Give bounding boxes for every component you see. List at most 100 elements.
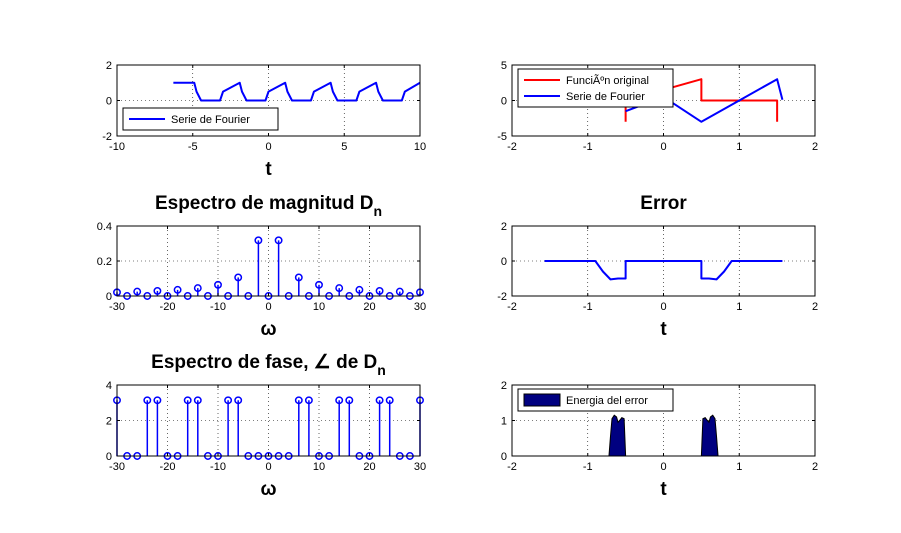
x-tick-label: 20: [363, 301, 375, 313]
x-tick-label: 10: [313, 461, 325, 473]
y-tick-label: 0.2: [97, 256, 112, 268]
x-tick-label: -10: [210, 461, 226, 473]
stem-marker: [224, 396, 233, 405]
stem-marker: [254, 236, 263, 245]
legend-box: [122, 107, 279, 131]
y-tick-label: -2: [497, 291, 507, 303]
x-tick-label: 0: [660, 301, 666, 313]
x-tick-label: -2: [507, 461, 517, 473]
x-tick-label: 30: [414, 461, 426, 473]
legend-swatch: [523, 393, 561, 407]
y-tick-label: -5: [497, 131, 507, 143]
stem-marker: [133, 287, 142, 296]
x-tick-label: -20: [160, 461, 176, 473]
stem-marker: [375, 286, 384, 295]
y-tick-label: 0: [501, 96, 507, 108]
y-tick-label: 2: [106, 416, 112, 428]
x-tick-label: 10: [313, 301, 325, 313]
panel-p4: -2 -1 0 1 2 -2 0 2 t Error: [497, 193, 818, 340]
x-tick-label: -1: [583, 141, 593, 153]
stem-marker: [385, 396, 394, 405]
x-tick-label: -1: [583, 461, 593, 473]
stem-marker: [294, 396, 303, 405]
y-tick-label: 0.4: [97, 221, 112, 233]
y-tick-label: -2: [102, 131, 112, 143]
y-tick-label: 5: [501, 60, 507, 72]
chart-title: Espectro de fase, ∠ de Dn: [151, 352, 386, 378]
legend: Serie de Fourier: [122, 107, 279, 131]
legend: FunciÃºn original Serie de Fourier: [517, 68, 674, 108]
stem-marker: [274, 236, 283, 245]
stem-marker: [395, 287, 404, 296]
x-tick-label: -2: [507, 141, 517, 153]
x-tick-label: -20: [160, 301, 176, 313]
x-axis-label: t: [265, 159, 272, 180]
stem-marker: [193, 284, 202, 293]
legend-label: FunciÃºn original: [566, 74, 649, 87]
legend-label: Serie de Fourier: [566, 91, 645, 103]
stem-marker: [214, 280, 222, 289]
stem-marker: [304, 396, 313, 405]
x-tick-label: 5: [341, 141, 347, 153]
x-tick-label: -2: [507, 301, 517, 313]
y-tick-label: 0: [501, 451, 507, 463]
stem-marker: [153, 396, 162, 405]
panel-p5: -30 -20 -10 0 10 20 30 0 2 4 ω Espectro de fase, ∠ …: [106, 352, 426, 500]
stem-marker: [234, 396, 243, 405]
x-tick-label: 2: [812, 301, 818, 313]
legend-label: Energia del error: [566, 395, 648, 407]
x-tick-label: -10: [210, 301, 226, 313]
y-tick-label: 1: [501, 416, 507, 428]
x-axis-label: ω: [260, 319, 276, 340]
stem-marker: [234, 273, 243, 282]
y-tick-label: 0: [106, 451, 112, 463]
x-tick-label: 20: [363, 461, 375, 473]
x-tick-label: 1: [736, 461, 742, 473]
y-tick-label: 2: [106, 60, 112, 72]
stem-marker: [193, 396, 202, 405]
x-tick-label: 0: [265, 301, 271, 313]
x-tick-label: -5: [188, 141, 198, 153]
y-tick-label: 4: [106, 380, 112, 392]
x-tick-label: -1: [583, 301, 593, 313]
y-tick-label: 0: [106, 291, 112, 303]
plot-area: [117, 226, 420, 296]
y-tick-label: 0: [106, 96, 112, 108]
series-line: [173, 81, 421, 102]
x-tick-label: 10: [414, 141, 426, 153]
stem-marker: [345, 396, 354, 405]
x-axis-label: t: [660, 479, 667, 500]
x-tick-label: -30: [109, 461, 125, 473]
legend: Energia del error: [517, 388, 674, 412]
stem-marker: [294, 273, 303, 282]
stem-marker: [183, 396, 192, 405]
x-tick-label: 2: [812, 141, 818, 153]
chart-title: Error: [640, 193, 687, 214]
x-tick-label: 0: [660, 461, 666, 473]
panel-p6: -2 -1 0 1 2 0 1 2 t Energia del error: [501, 380, 818, 500]
stem-marker: [375, 396, 384, 405]
y-tick-label: 2: [501, 221, 507, 233]
y-tick-label: 0: [501, 256, 507, 268]
x-tick-label: 0: [265, 461, 271, 473]
stem-marker: [173, 285, 182, 294]
stem-marker: [143, 396, 152, 405]
stem-marker: [335, 396, 344, 405]
legend-label: Serie de Fourier: [171, 114, 250, 126]
x-axis-label: t: [660, 319, 667, 340]
chart-title: Espectro de magnitud Dn: [155, 193, 382, 219]
stem-marker: [315, 280, 323, 289]
x-tick-label: 0: [660, 141, 666, 153]
x-tick-label: -30: [109, 301, 125, 313]
panel-p3: -30 -20 -10 0 10 20 30 0 0.2 0.4 ω Espectro de magn…: [97, 193, 426, 340]
panel-p1: -10 -5 0 5 10 -2 0 2 t Serie de Fourier: [102, 60, 426, 180]
x-tick-label: 0: [265, 141, 271, 153]
x-tick-label: 1: [736, 301, 742, 313]
stem-marker: [355, 285, 364, 294]
x-axis-label: ω: [260, 479, 276, 500]
x-tick-label: 2: [812, 461, 818, 473]
x-tick-label: 30: [414, 301, 426, 313]
panel-p2: -2 -1 0 1 2 -5 0 5 FunciÃºn original Serie de Fou…: [497, 60, 818, 153]
x-tick-label: 1: [736, 141, 742, 153]
